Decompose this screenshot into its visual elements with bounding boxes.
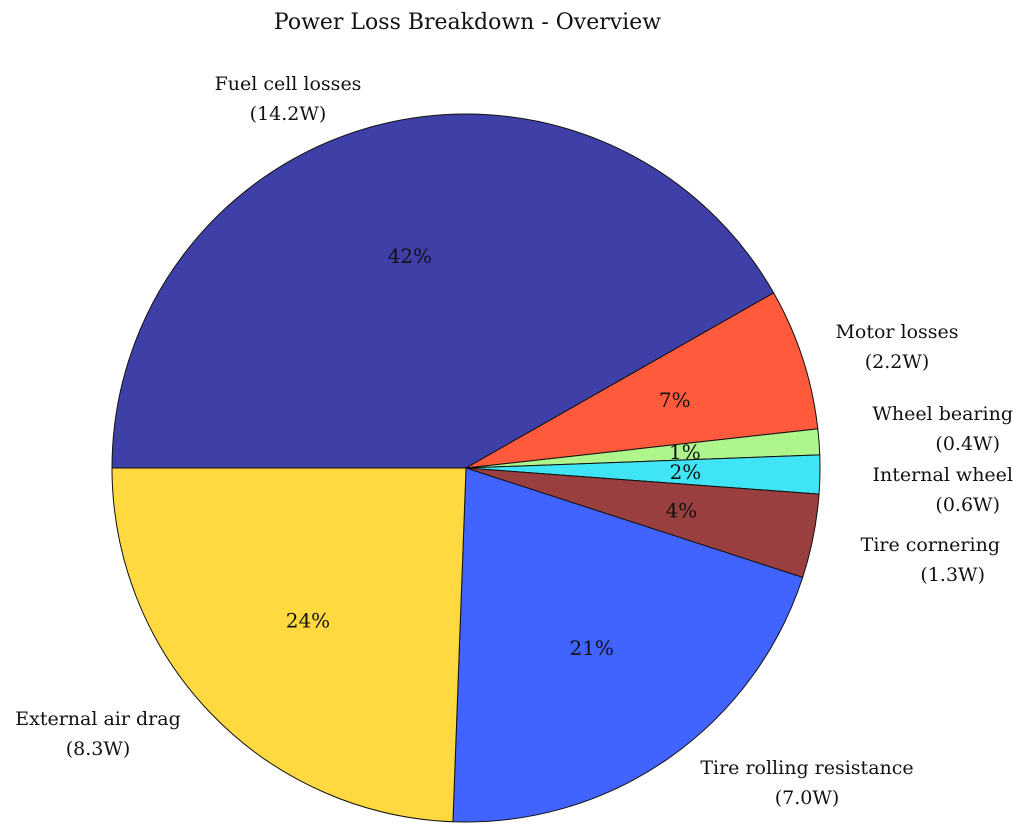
pie-percent-label: 24% bbox=[286, 608, 330, 632]
chart-title: Power Loss Breakdown - Overview bbox=[273, 10, 662, 35]
pie-value-label: (2.2W) bbox=[865, 351, 930, 373]
pie-category-label: Fuel cell losses bbox=[215, 73, 362, 95]
pie-percent-label: 7% bbox=[659, 388, 691, 412]
pie-value-label: (7.0W) bbox=[775, 787, 840, 809]
pie-category-label: External air drag bbox=[15, 708, 181, 730]
pie-value-label: (1.3W) bbox=[920, 564, 985, 586]
pie-category-label: Wheel bearing bbox=[872, 403, 1013, 425]
pie-slice-tire-rolling-resistance bbox=[452, 467, 804, 823]
pie-category-label: Tire cornering bbox=[861, 534, 1000, 556]
pie-slice-motor-losses bbox=[465, 292, 819, 469]
pie-category-label: Tire rolling resistance bbox=[700, 757, 913, 779]
pie-percent-label: 2% bbox=[670, 460, 702, 484]
pie-category-label: Internal wheel bbox=[873, 464, 1013, 486]
pie-percent-label: 21% bbox=[569, 636, 613, 660]
pie-value-label: (8.3W) bbox=[66, 738, 131, 760]
pie-percent-label: 42% bbox=[388, 244, 432, 268]
pie-slice-fuel-cell-losses bbox=[111, 113, 775, 469]
pie-category-label: Motor losses bbox=[835, 321, 958, 343]
pie-value-label: (14.2W) bbox=[250, 103, 327, 125]
pie-slice-external-air-drag bbox=[111, 467, 467, 823]
pie-percent-label: 4% bbox=[665, 498, 697, 522]
pie-value-label: (0.4W) bbox=[935, 433, 1000, 455]
pie-value-label: (0.6W) bbox=[935, 494, 1000, 516]
